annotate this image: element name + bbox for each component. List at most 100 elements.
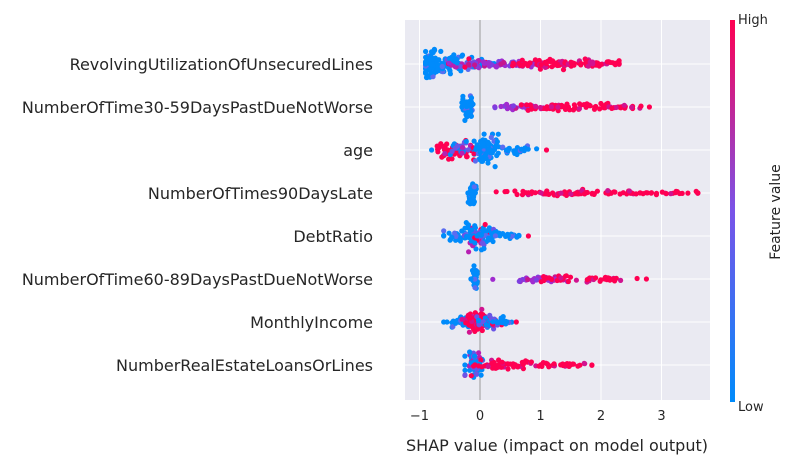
shap-point	[500, 144, 506, 150]
shap-point	[441, 233, 447, 239]
shap-point	[525, 146, 531, 152]
shap-point	[545, 362, 552, 368]
shap-point	[502, 189, 508, 195]
shap-point	[524, 102, 530, 108]
shap-point	[551, 361, 557, 367]
shap-point	[525, 107, 531, 113]
feature-label: NumberOfTimes90DaysLate	[148, 184, 373, 203]
shap-point	[478, 232, 484, 238]
shap-point	[472, 268, 478, 274]
shap-point	[618, 277, 624, 283]
shap-point	[459, 316, 465, 322]
shap-point	[485, 160, 491, 166]
shap-point	[441, 228, 447, 234]
shap-point	[538, 190, 544, 196]
shap-point	[589, 362, 595, 368]
shap-point	[695, 190, 701, 196]
x-tick-label: 0	[476, 409, 484, 424]
shap-point	[574, 190, 580, 196]
shap-point	[471, 190, 477, 196]
shap-point	[568, 191, 574, 197]
feature-label: NumberOfTime60-89DaysPastDueNotWorse	[22, 270, 373, 289]
shap-point	[459, 145, 466, 151]
shap-point	[659, 189, 665, 195]
shap-point	[459, 150, 465, 156]
shap-point	[428, 49, 435, 55]
feature-label: MonthlyIncome	[250, 313, 373, 332]
shap-point	[609, 105, 615, 111]
feature-label: age	[343, 141, 373, 160]
shap-point	[457, 63, 463, 70]
shap-point	[537, 104, 544, 111]
shap-point	[471, 363, 477, 369]
shap-point	[486, 146, 492, 152]
shap-point	[591, 191, 597, 197]
shap-point	[458, 68, 464, 74]
shap-point	[465, 234, 471, 240]
shap-point	[494, 152, 500, 159]
shap-point	[679, 190, 685, 196]
shap-point	[513, 319, 519, 325]
shap-point	[438, 141, 444, 147]
shap-point	[532, 190, 538, 196]
shap-point	[482, 152, 488, 158]
shap-point	[536, 363, 542, 369]
shap-point	[449, 148, 455, 154]
shap-point	[653, 190, 660, 196]
shap-point	[485, 60, 491, 67]
shap-point	[490, 319, 496, 325]
shap-point	[438, 48, 444, 55]
feature-label: DebtRatio	[293, 227, 373, 246]
shap-point	[463, 138, 469, 144]
shap-point	[565, 104, 572, 110]
colorbar-title: Feature value	[768, 164, 784, 260]
shap-point	[472, 353, 478, 359]
shap-point	[493, 189, 499, 195]
shap-point	[577, 362, 583, 368]
shap-point	[423, 61, 429, 67]
x-axis-title: SHAP value (impact on model output)	[406, 436, 708, 455]
shap-point	[463, 111, 469, 117]
shap-point	[571, 60, 577, 66]
shap-point	[458, 235, 464, 241]
shap-point	[471, 263, 477, 269]
shap-point	[492, 233, 498, 239]
shap-point	[486, 141, 493, 147]
feature-label: NumberRealEstateLoansOrLines	[116, 356, 373, 375]
shap-point	[472, 285, 478, 291]
x-tick-label: 2	[597, 409, 605, 424]
shap-point	[643, 276, 650, 282]
shap-point	[475, 326, 481, 332]
shap-point	[497, 233, 503, 239]
shap-point	[582, 361, 588, 367]
shap-point	[471, 326, 477, 332]
shap-point	[525, 276, 531, 283]
shap-point	[560, 67, 567, 73]
shap-point	[476, 350, 482, 356]
shap-point	[546, 191, 552, 197]
shap-point	[597, 278, 603, 284]
shap-point	[522, 60, 528, 66]
feature-labels: RevolvingUtilizationOfUnsecuredLines Numb…	[22, 55, 373, 375]
shap-point	[584, 101, 590, 107]
shap-point	[571, 105, 578, 111]
shap-point	[499, 359, 505, 365]
shap-point	[517, 62, 524, 68]
shap-point	[446, 55, 452, 62]
shap-point	[525, 190, 532, 196]
shap-point	[567, 274, 574, 280]
shap-point	[555, 104, 561, 110]
shap-point	[638, 103, 644, 109]
shap-point	[548, 104, 555, 110]
feature-label: NumberOfTime30-59DaysPastDueNotWorse	[22, 98, 373, 117]
shap-point	[607, 59, 613, 65]
shap-point	[423, 69, 429, 75]
shap-point	[474, 371, 480, 377]
shap-point	[479, 327, 485, 334]
shap-point	[509, 63, 516, 69]
shap-point	[446, 230, 452, 236]
shap-point	[533, 103, 539, 109]
shap-point	[578, 61, 584, 67]
shap-point	[444, 141, 450, 147]
shap-point	[518, 102, 524, 108]
